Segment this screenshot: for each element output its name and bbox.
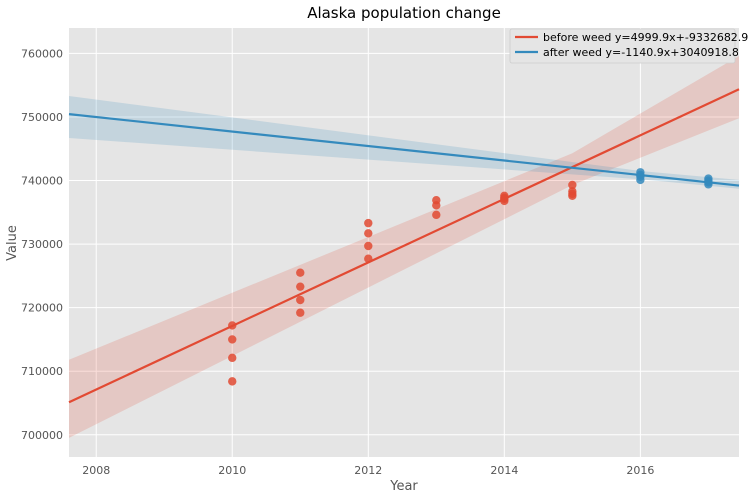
data-point-before <box>500 196 509 206</box>
data-point-before <box>364 218 373 228</box>
y-tick-label: 700000 <box>21 429 63 442</box>
fit-line-after <box>68 113 740 187</box>
fit-line-before <box>68 88 740 404</box>
chart-title: Alaska population change <box>307 4 501 22</box>
data-point-before <box>296 282 305 291</box>
data-point-before <box>296 308 305 317</box>
y-tick-label: 710000 <box>21 365 63 378</box>
x-axis-label: Year <box>389 479 418 494</box>
y-axis-label: Value <box>5 225 20 261</box>
x-tick-label: 2016 <box>626 464 654 477</box>
data-point-before <box>568 180 577 190</box>
data-point-before <box>432 210 441 220</box>
data-point-before <box>228 377 237 386</box>
x-tick-labels: 2008 2010 2012 2014 2016 <box>82 464 654 477</box>
x-tick-label: 2012 <box>354 464 382 477</box>
data-point-after <box>704 180 713 189</box>
data-point-before <box>296 295 305 305</box>
data-point-before <box>364 254 373 263</box>
confidence-band-after <box>69 96 739 189</box>
legend-label-after: after weed y=-1140.9x+3040918.8 <box>543 46 739 59</box>
y-tick-label: 730000 <box>21 238 63 251</box>
plot-area <box>69 28 739 457</box>
x-tick-label: 2010 <box>218 464 246 477</box>
data-point-after <box>636 175 645 185</box>
y-tick-label: 760000 <box>21 47 63 60</box>
legend-label-before: before weed y=4999.9x+-9332682.9 <box>543 31 748 44</box>
y-tick-labels: 700000 710000 720000 730000 740000 750000 7600… <box>21 47 63 441</box>
legend: before weed y=4999.9x+-9332682.9 after w… <box>509 28 748 64</box>
data-point-before <box>364 229 373 238</box>
data-point-before <box>228 321 237 330</box>
x-tick-label: 2014 <box>490 464 518 477</box>
y-tick-label: 720000 <box>21 302 63 315</box>
data-point-before <box>568 191 577 200</box>
y-tick-label: 750000 <box>21 111 63 124</box>
data-point-before <box>228 353 237 363</box>
fit-lines <box>68 88 740 404</box>
data-point-before <box>296 268 305 277</box>
data-point-before <box>228 335 237 344</box>
data-point-before <box>432 201 441 210</box>
legend-box <box>509 28 736 64</box>
data-point-before <box>364 241 373 251</box>
x-tick-label: 2008 <box>82 464 110 477</box>
data-points <box>228 168 713 386</box>
y-tick-label: 740000 <box>21 175 63 188</box>
